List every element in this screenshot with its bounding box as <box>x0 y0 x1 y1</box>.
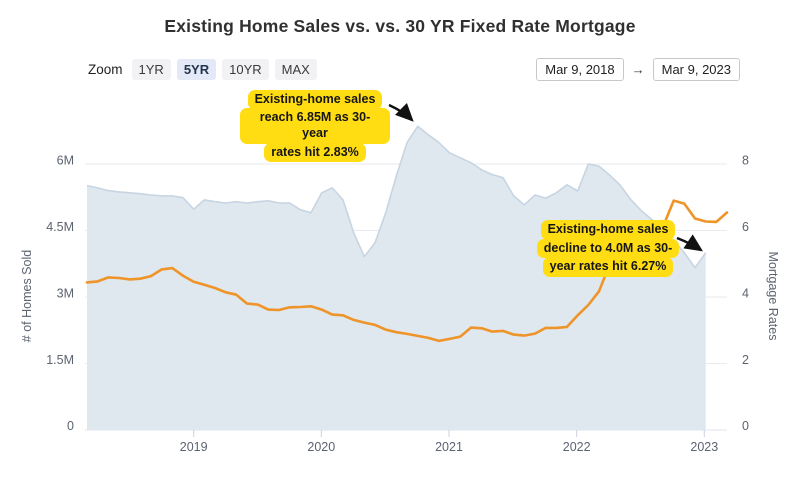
right-tick-6: 6 <box>742 220 749 234</box>
date-range-arrow-icon: → <box>631 61 645 77</box>
annotation-peak-line3: rates hit 2.83% <box>264 142 366 162</box>
annotation-peak-callout: Existing-home sales reach 6.85M as 30-ye… <box>240 90 390 162</box>
left-tick-0: 0 <box>67 419 74 433</box>
left-tick-3m: 3M <box>57 287 74 301</box>
x-axis-ticks <box>193 430 705 437</box>
date-to-input[interactable]: Mar 9, 2023 <box>652 57 740 81</box>
annotation-end-line3: year rates hit 6.27% <box>542 257 674 277</box>
annotation-end-line1: Existing-home sales <box>540 220 676 240</box>
left-tick-4-5m: 4.5M <box>46 220 74 234</box>
right-tick-2: 2 <box>742 353 749 367</box>
annotation-end-line2: decline to 4.0M as 30- <box>536 238 680 258</box>
right-axis-title: Mortgage Rates <box>766 252 780 341</box>
right-tick-8: 8 <box>742 154 749 168</box>
range-button-10yr[interactable]: 10YR <box>222 58 269 80</box>
x-tick-2021: 2021 <box>435 440 463 454</box>
toolbar: Zoom 1YR 5YR 10YR MAX Mar 9, 2018 → Mar … <box>88 56 740 82</box>
x-tick-2022: 2022 <box>563 440 591 454</box>
annotation-arrow-peak <box>388 103 414 122</box>
zoom-label: Zoom <box>88 61 123 77</box>
left-tick-1-5m: 1.5M <box>46 353 74 367</box>
left-tick-6m: 6M <box>57 154 74 168</box>
home-sales-area <box>87 126 706 431</box>
date-from-input[interactable]: Mar 9, 2018 <box>536 57 624 81</box>
left-axis-title: # of Homes Sold <box>20 250 34 342</box>
range-button-max[interactable]: MAX <box>274 58 317 80</box>
x-tick-2019: 2019 <box>180 440 208 454</box>
x-tick-2020: 2020 <box>307 440 335 454</box>
date-range: Mar 9, 2018 → Mar 9, 2023 <box>536 57 740 81</box>
annotation-peak-line2: reach 6.85M as 30-year <box>240 107 390 144</box>
range-button-1yr[interactable]: 1YR <box>131 58 171 80</box>
x-tick-2023: 2023 <box>690 440 718 454</box>
page-title: Existing Home Sales vs. vs. 30 YR Fixed … <box>164 16 636 36</box>
zoom-controls: Zoom 1YR 5YR 10YR MAX <box>88 58 317 80</box>
annotation-end-callout: Existing-home sales decline to 4.0M as 3… <box>532 220 684 277</box>
right-tick-0: 0 <box>742 419 749 433</box>
right-tick-4: 4 <box>742 287 749 301</box>
annotation-peak-line1: Existing-home sales <box>247 90 383 110</box>
home-sales-area-edge <box>86 125 707 269</box>
range-button-5yr[interactable]: 5YR <box>176 58 217 80</box>
annotation-arrow-end <box>676 234 703 252</box>
